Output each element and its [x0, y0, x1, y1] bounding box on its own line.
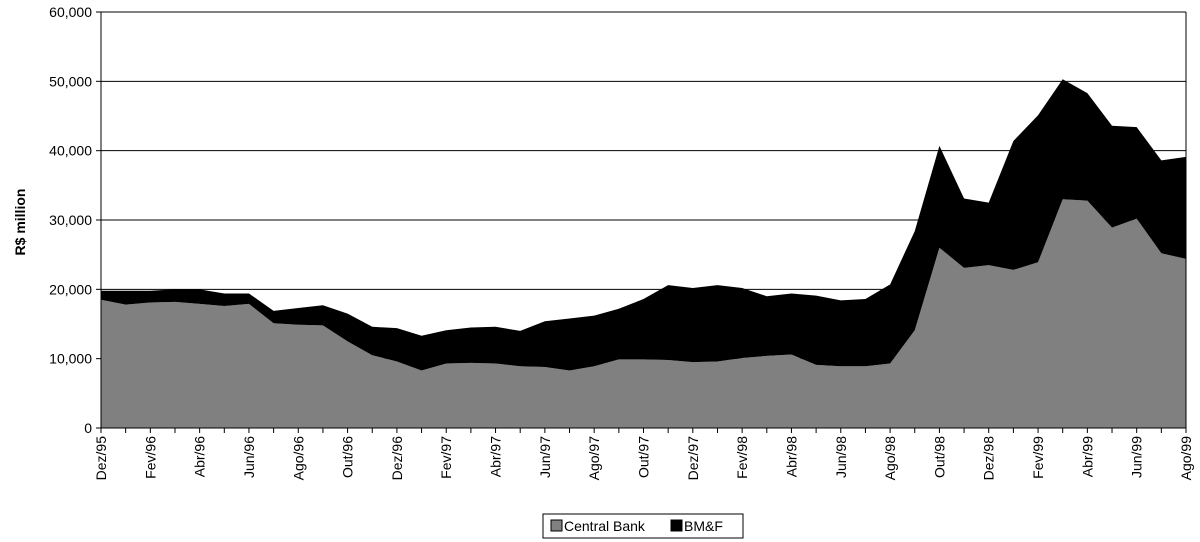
y-tick-label: 30,000 — [49, 212, 92, 228]
axes — [96, 11, 1187, 433]
y-tick-label: 60,000 — [49, 4, 92, 20]
x-tick-label: Jun/96 — [241, 436, 257, 478]
x-tick-label: Dez/95 — [93, 436, 109, 481]
legend: Central Bank BM&F — [542, 513, 744, 539]
x-tick-label: Jun/99 — [1129, 436, 1145, 478]
x-tick-label: Abr/99 — [1079, 436, 1095, 477]
legend-swatch-central-bank — [550, 519, 563, 532]
x-tick-label: Dez/97 — [685, 436, 701, 481]
legend-box — [542, 513, 744, 539]
legend-label-bmf: BM&F — [684, 518, 723, 534]
series-areas — [101, 79, 1186, 428]
x-tick-label: Fev/97 — [438, 436, 454, 479]
x-tick-label: Jun/98 — [833, 436, 849, 478]
y-tick-label: 40,000 — [49, 143, 92, 159]
x-tick-labels: Dez/95 Fev/96 Abr/96 Jun/96 Ago/96 Out/96 Dez/… — [93, 436, 1194, 481]
x-tick-label: Ago/97 — [586, 436, 602, 481]
series-area-bmf — [101, 79, 1186, 371]
x-tick-label: Ago/99 — [1178, 436, 1194, 481]
x-tick-label: Out/96 — [340, 436, 356, 478]
y-tick-label: 10,000 — [49, 351, 92, 367]
y-tick-label: 20,000 — [49, 281, 92, 297]
series-area-central-bank — [101, 199, 1186, 428]
legend-label-central-bank: Central Bank — [564, 518, 646, 534]
x-tick-label: Fev/99 — [1030, 436, 1046, 479]
legend-swatch-bmf — [670, 519, 683, 532]
x-tick-label: Dez/96 — [389, 436, 405, 481]
y-tick-label: 0 — [84, 420, 92, 436]
x-tick-label: Abr/98 — [783, 436, 799, 477]
x-tick-label: Abr/97 — [488, 436, 504, 477]
x-tick-label: Ago/98 — [882, 436, 898, 481]
x-tick-label: Ago/96 — [290, 436, 306, 481]
y-tick-labels: 0 10,000 20,000 30,000 40,000 50,000 60,000 — [49, 4, 92, 436]
x-tick-label: Jun/97 — [537, 436, 553, 478]
y-axis-label: R$ million — [12, 189, 28, 256]
x-tick-label: Out/97 — [636, 436, 652, 478]
x-tick-label: Abr/96 — [192, 436, 208, 477]
x-tick-label: Out/98 — [931, 436, 947, 478]
y-tick-label: 50,000 — [49, 73, 92, 89]
x-tick-label: Fev/98 — [734, 436, 750, 479]
x-tick-label: Dez/98 — [981, 436, 997, 481]
x-tick-label: Fev/96 — [142, 436, 158, 479]
